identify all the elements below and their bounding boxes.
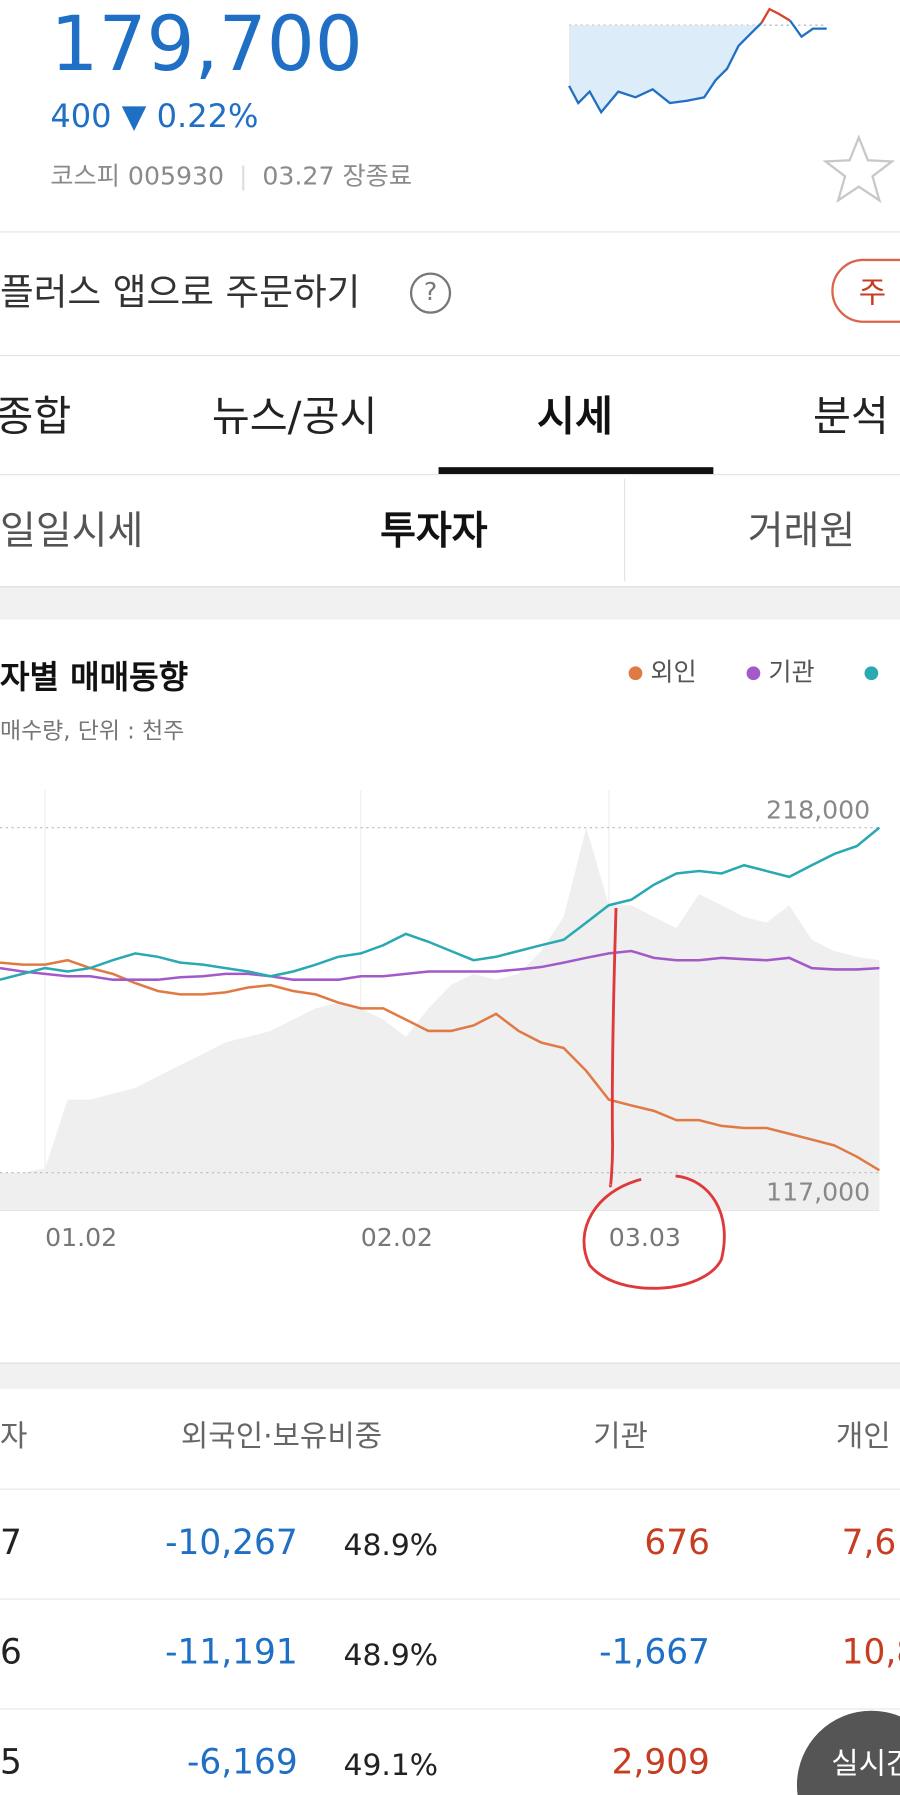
institution-net: 676 (644, 1522, 710, 1563)
help-icon[interactable]: ? (409, 272, 452, 314)
x-tick-label: 01.02 (45, 1223, 117, 1252)
legend-label: 외인 (650, 657, 696, 686)
institution-net: -1,667 (599, 1632, 710, 1673)
y-tick-label: 117,000 (766, 1177, 870, 1206)
tab-active[interactable]: 시세 (537, 393, 613, 441)
series-line (0, 826, 881, 981)
legend-label: 기관 (768, 657, 814, 686)
price: 179,700 (50, 0, 363, 89)
row-divider (0, 1708, 900, 1710)
table-header: 개인 (835, 1419, 891, 1455)
table-header: 외국인·보유비중 (180, 1419, 383, 1455)
foreign-ratio: 49.1% (343, 1748, 439, 1783)
subtab-active[interactable]: 투자자 (380, 508, 488, 555)
chart-title: 자별 매매동향 (0, 658, 189, 697)
x-tick-label: 03.03 (609, 1223, 681, 1252)
foreign-net: -6,169 (186, 1742, 298, 1783)
change-arrow: ▼ (121, 97, 147, 136)
star-icon[interactable] (822, 133, 896, 206)
legend-dot (864, 666, 879, 681)
status: 03.27 장종료 (262, 162, 413, 192)
order-text[interactable]: 플러스 앱으로 주문하기 (0, 270, 361, 314)
legend-dot (628, 666, 643, 681)
foreign-ratio: 48.9% (343, 1528, 439, 1563)
series-line (0, 958, 881, 1172)
market-info: 코스피 005930 | 03.27 장종료 (50, 162, 413, 192)
chart: 외인 기관 01.02 02.02 03.03 117,000 218,000 (0, 657, 881, 1290)
foreign-net: -11,191 (165, 1632, 298, 1673)
row-divider (0, 1488, 900, 1490)
tab-underline (438, 467, 714, 475)
tab[interactable]: 종합 (0, 393, 72, 441)
annotation-line (608, 907, 618, 1188)
row-divider (0, 1598, 900, 1600)
price-area (0, 827, 880, 1211)
investor-table: 자 외국인·보유비중 기관 개인 7 -10,267 48.9% 676 7,6 6 -11,191… (0, 1388, 900, 1795)
y-tick-label: 218,000 (766, 796, 870, 825)
row-date: 5 (0, 1742, 22, 1783)
sparkline-line (568, 22, 763, 115)
order-button[interactable]: 주 (831, 258, 900, 323)
tab[interactable]: 뉴스/공시 (211, 393, 378, 441)
foreign-net: -10,267 (165, 1522, 298, 1563)
sparkline-high (760, 7, 791, 24)
individual-net: 10,8 (841, 1632, 900, 1673)
change: 400 (50, 97, 112, 136)
legend-dot (746, 666, 761, 681)
chart-subtitle: 매수량, 단위 : 천주 (0, 716, 185, 745)
table-header: 기관 (593, 1419, 648, 1455)
sparkline (568, 7, 827, 115)
row-date: 7 (0, 1522, 22, 1563)
realtime-button[interactable]: 실시간 (796, 1710, 900, 1795)
foreign-ratio: 48.9% (343, 1638, 439, 1673)
individual-net: 7,6 (841, 1522, 897, 1563)
tab[interactable]: 분석 (812, 393, 889, 441)
subtab[interactable]: 거래원 (747, 508, 856, 555)
divider (624, 478, 626, 582)
institution-net: 2,909 (611, 1742, 710, 1783)
sparkline-tail (789, 19, 827, 39)
price-change: 400 ▼ 0.22% (50, 96, 258, 137)
x-tick-label: 02.02 (361, 1223, 433, 1252)
annotation-circle (582, 1174, 726, 1290)
series-line (0, 949, 880, 981)
change-rate: 0.22% (156, 97, 259, 136)
table-header: 자 (0, 1419, 28, 1455)
subtab[interactable]: 일일시세 (0, 508, 144, 555)
row-date: 6 (0, 1632, 22, 1673)
market: 코스피 005930 (50, 162, 225, 192)
sparkline-fill (569, 25, 825, 113)
